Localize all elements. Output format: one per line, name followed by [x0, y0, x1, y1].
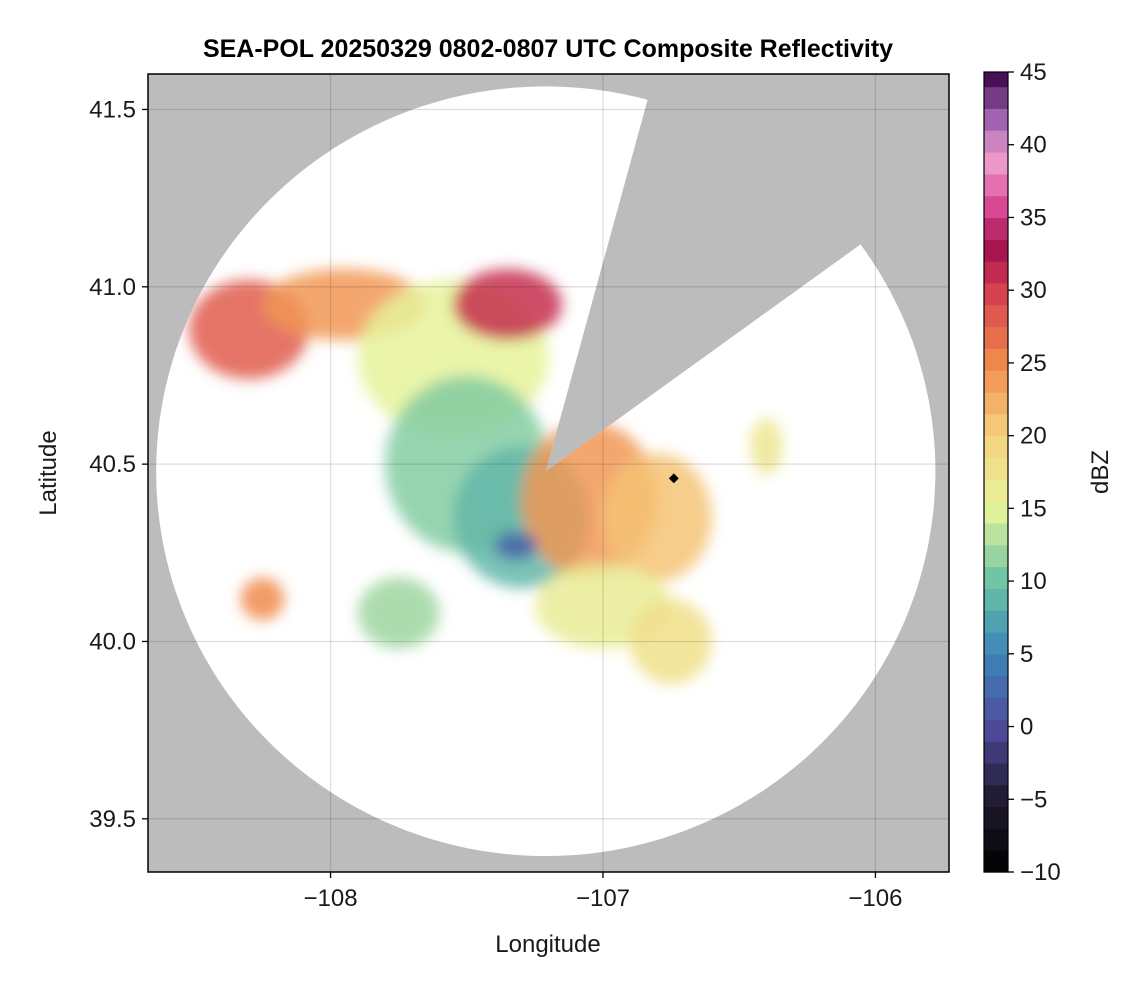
echo-field — [188, 269, 783, 685]
colorbar-tick-label: 0 — [1020, 714, 1033, 741]
colorbar-segment — [984, 784, 1008, 808]
colorbar: −10 −5 0 5 10 15 20 25 30 35 40 45 dBZ — [983, 59, 1114, 886]
colorbar-segment — [984, 653, 1008, 677]
colorbar-segment — [984, 741, 1008, 764]
colorbar-tick-label: 35 — [1020, 204, 1047, 231]
colorbar-tick-label: 40 — [1020, 132, 1047, 159]
colorbar-segment — [984, 675, 1008, 699]
y-tick-label: 41.0 — [89, 274, 136, 301]
plot-area — [147, 73, 950, 873]
colorbar-segment — [984, 217, 1008, 240]
echo-region-14 — [494, 531, 538, 560]
plot-frame — [147, 73, 950, 873]
y-tick-label: 40.0 — [89, 628, 136, 655]
colorbar-label: dBZ — [1087, 450, 1114, 494]
colorbar-segment — [984, 719, 1008, 742]
colorbar-segment — [984, 435, 1008, 459]
colorbar-tick-label: 10 — [1020, 568, 1047, 595]
colorbar-segment — [984, 152, 1008, 175]
colorbar-segment — [984, 479, 1008, 502]
colorbar-segment — [984, 828, 1008, 851]
echo-region-12 — [240, 577, 285, 621]
colorbar-segment — [984, 282, 1008, 306]
colorbar-segment — [984, 588, 1008, 611]
colorbar-segment — [984, 501, 1008, 524]
x-axis: −108 −107 −106 — [304, 872, 902, 912]
y-tick-label: 39.5 — [89, 806, 136, 833]
colorbar-segment — [984, 261, 1008, 284]
colorbar-segment — [984, 522, 1008, 546]
y-tick-label: 41.5 — [89, 96, 136, 123]
colorbar-segment — [984, 195, 1008, 219]
colorbar-segment — [984, 348, 1008, 371]
colorbar-segment — [984, 173, 1008, 197]
colorbar-segment — [984, 762, 1008, 786]
colorbar-segment — [984, 86, 1008, 109]
colorbar-segment — [984, 370, 1008, 393]
colorbar-segment — [984, 632, 1008, 655]
grid-lines — [148, 74, 949, 872]
y-tick-label: 40.5 — [89, 451, 136, 478]
colorbar-segment — [984, 413, 1008, 437]
echo-region-8 — [603, 453, 712, 582]
colorbar-tick-label: 20 — [1020, 423, 1047, 450]
colorbar-ticks: −10 −5 0 5 10 15 20 25 30 35 40 45 — [1008, 59, 1061, 886]
echo-region-13 — [750, 418, 783, 475]
echo-region-4 — [453, 269, 563, 340]
x-tick-label: −107 — [576, 885, 630, 912]
colorbar-segment — [984, 610, 1008, 633]
colorbar-tick-label: 25 — [1020, 350, 1047, 377]
colorbar-segment — [984, 304, 1008, 328]
colorbar-segment — [984, 72, 1008, 88]
colorbar-tick-label: −5 — [1020, 786, 1047, 813]
colorbar-frame — [983, 71, 1009, 873]
reflectivity-echoes — [188, 269, 783, 685]
colorbar-segment — [984, 697, 1008, 720]
colorbar-tick-label: 15 — [1020, 495, 1047, 522]
colorbar-segment — [984, 806, 1008, 829]
colorbar-tick-label: 5 — [1020, 641, 1033, 668]
colorbar-segment — [984, 850, 1008, 873]
colorbar-segments — [984, 72, 1008, 873]
site-marker — [668, 473, 679, 484]
colorbar-segment — [984, 130, 1008, 153]
colorbar-segment — [984, 566, 1008, 589]
colorbar-segment — [984, 108, 1008, 131]
colorbar-segment — [984, 326, 1008, 349]
y-axis-label: Latitude — [35, 430, 62, 515]
colorbar-segment — [984, 457, 1008, 480]
chart-title: SEA-POL 20250329 0802-0807 UTC Composite… — [203, 35, 893, 63]
x-axis-label: Longitude — [495, 931, 600, 958]
colorbar-segment — [984, 239, 1008, 262]
colorbar-tick-label: −10 — [1020, 859, 1061, 886]
colorbar-segment — [984, 392, 1008, 415]
x-tick-label: −108 — [304, 885, 358, 912]
colorbar-segment — [984, 544, 1008, 568]
x-tick-label: −106 — [848, 885, 902, 912]
echo-region-11 — [357, 577, 440, 649]
colorbar-tick-label: 45 — [1020, 59, 1047, 86]
echo-region-10 — [630, 598, 712, 685]
y-axis: 39.5 40.0 40.5 41.0 41.5 — [89, 96, 148, 833]
colorbar-tick-label: 30 — [1020, 277, 1047, 304]
